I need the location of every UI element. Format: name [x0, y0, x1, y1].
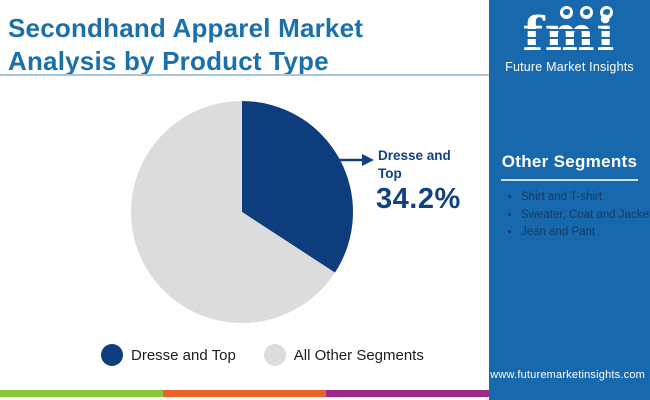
website-url: www.futuremarketinsights.com: [490, 369, 645, 381]
fmi-logo: fmi Future Market Insights: [489, 6, 650, 74]
logo-stripe: [516, 45, 623, 47]
other-segments-heading: Other Segments: [501, 152, 638, 171]
segment-item: Shirt and T-shirt: [521, 190, 650, 206]
apac-globe-icon: [600, 6, 613, 19]
callout-label: Dresse and Top: [378, 148, 451, 181]
logo-subtitle: Future Market Insights: [505, 59, 634, 74]
strip-orange: [163, 390, 326, 397]
logo-stripe: [516, 29, 623, 31]
segment-item: Jean and Pant: [521, 225, 650, 241]
legend-label: All Other Segments: [293, 346, 424, 364]
title-divider: [0, 74, 489, 76]
legend: Dresse and Top All Other Segments: [101, 344, 424, 366]
callout-arrow-icon: [339, 154, 374, 166]
globe-icons: [523, 6, 650, 19]
legend-item-all-other-segments: All Other Segments: [263, 344, 424, 366]
fmi-wordmark: fmi: [516, 11, 623, 58]
chart-panel: Secondhand Apparel Market Analysis by Pr…: [0, 13, 489, 397]
callout-value: 34.2%: [376, 183, 461, 215]
strip-purple: [326, 390, 489, 397]
pie-slice-dresse-and-top: [242, 101, 354, 273]
pie-chart: [131, 101, 374, 323]
sidebar: fmi Future Market Insights Other Segment…: [489, 0, 650, 400]
pie-slice-all-other-segments: [131, 101, 335, 323]
legend-label: Dresse and Top: [131, 346, 236, 364]
strip-green: [0, 390, 163, 397]
fmi-acronym: fmi: [522, 7, 617, 62]
legend-swatch-gray: [263, 344, 286, 366]
footer-color-strip: [0, 390, 489, 397]
other-segments-list: Shirt and T-shirt Sweater, Coat and Jacke…: [499, 190, 650, 243]
logo-stripe: [516, 37, 623, 39]
heading-underline: [501, 179, 638, 181]
logo-stripe: [516, 53, 623, 55]
page-title: Secondhand Apparel Market Analysis by Pr…: [8, 13, 364, 76]
legend-swatch-blue: [101, 344, 123, 366]
segment-item: Sweater, Coat and Jacket: [521, 208, 650, 224]
emea-globe-icon: [580, 6, 593, 19]
americas-globe-icon: [560, 6, 573, 19]
legend-item-dresse-and-top: Dresse and Top: [101, 344, 236, 366]
